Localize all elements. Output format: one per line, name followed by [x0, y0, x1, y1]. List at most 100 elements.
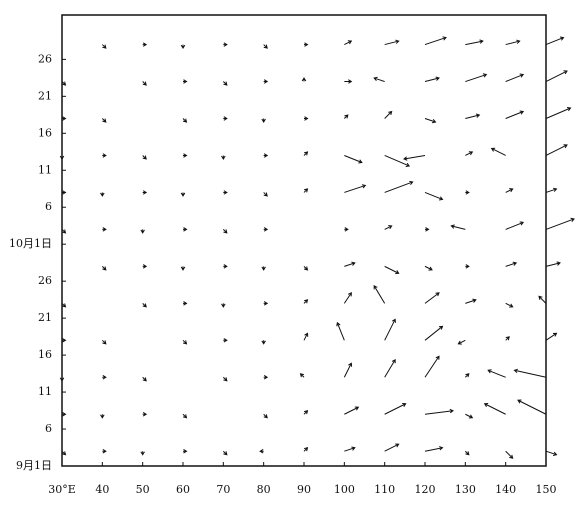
wind-vector [62, 338, 67, 343]
wind-vector [261, 118, 266, 123]
wind-vector [101, 339, 107, 345]
wind-vector [62, 412, 67, 417]
wind-vector [344, 155, 363, 164]
wind-vector [100, 192, 105, 197]
wind-vector [513, 368, 547, 378]
wind-vector [517, 399, 547, 415]
wind-vector [505, 110, 525, 119]
wind-vector [222, 229, 228, 234]
x-tick-label: 110 [374, 483, 395, 496]
wind-vector [545, 107, 572, 119]
wind-vector [344, 261, 356, 267]
wind-vector [538, 295, 547, 304]
wind-vector [263, 153, 269, 158]
wind-vector [373, 285, 386, 304]
x-tick-label: 40 [95, 483, 109, 496]
wind-vector [343, 362, 353, 378]
wind-vector [545, 36, 565, 46]
wind-vector [505, 450, 514, 459]
wind-vector [223, 264, 228, 269]
wind-vector [384, 225, 393, 230]
wind-vector [487, 369, 506, 378]
wind-vector [142, 155, 147, 160]
wind-vector [62, 116, 67, 121]
wind-vector [221, 155, 226, 160]
wind-vector [303, 151, 309, 156]
wind-vector [101, 118, 107, 123]
wind-vector [425, 227, 430, 232]
wind-vector [221, 303, 226, 308]
wind-vector [182, 118, 188, 123]
wind-vector [223, 190, 228, 195]
y-tick-label: 26 [38, 52, 52, 65]
wind-vector [59, 155, 65, 160]
wind-vector [263, 227, 269, 232]
wind-vector [180, 44, 186, 50]
wind-vector [101, 44, 107, 49]
wind-vector [384, 358, 396, 378]
wind-vector [304, 116, 309, 121]
wind-vector [304, 42, 309, 47]
wind-vector [182, 339, 188, 345]
wind-vector [142, 81, 147, 86]
wind-vector [384, 110, 393, 119]
y-tick-label: 21 [38, 89, 52, 102]
wind-vector [424, 265, 433, 271]
wind-vector [384, 180, 414, 193]
wind-vector [222, 376, 228, 382]
wind-vector [465, 39, 484, 46]
y-tick-label: 16 [38, 348, 52, 361]
wind-vector [263, 79, 269, 84]
wind-vector [505, 302, 514, 308]
wind-vector [424, 292, 440, 304]
wind-vector [263, 375, 269, 380]
wind-vector [303, 332, 309, 341]
wind-vector [344, 79, 353, 84]
wind-vector [545, 144, 568, 156]
y-tick-label: 6 [45, 200, 52, 213]
wind-vector [505, 188, 514, 193]
wind-vector [403, 154, 426, 161]
wind-vector [344, 184, 367, 193]
wind-vector [465, 413, 474, 419]
y-tick-label: 11 [38, 385, 52, 398]
wind-vector [223, 42, 228, 47]
x-tick-label: 70 [216, 483, 230, 496]
plot-frame [61, 14, 547, 467]
wind-vector [142, 190, 148, 195]
wind-vector [465, 73, 488, 83]
wind-vector [101, 266, 107, 271]
wind-vector [545, 70, 568, 82]
wind-vector [545, 261, 561, 267]
wind-vector [61, 229, 67, 234]
wind-vector [424, 118, 437, 124]
wind-vector [303, 188, 309, 193]
wind-vector [465, 298, 477, 304]
wind-vector [545, 217, 575, 230]
wind-vector [465, 190, 470, 195]
y-tick-label: 11 [38, 163, 52, 176]
wind-vector [384, 155, 411, 167]
wind-vector [465, 151, 474, 156]
wind-vector [384, 318, 396, 341]
wind-vector [299, 373, 305, 378]
wind-vector [464, 373, 470, 378]
wind-vector [424, 446, 444, 452]
wind-vector [140, 229, 145, 234]
x-tick-label: 140 [495, 483, 516, 496]
y-tick-label: 10月1日 [9, 237, 52, 250]
wind-vector [182, 413, 188, 419]
wind-vector [344, 446, 356, 452]
wind-vector [263, 192, 268, 197]
wind-vector [344, 406, 360, 415]
wind-vector [140, 451, 145, 456]
wind-vector [465, 264, 470, 269]
wind-vector [142, 264, 148, 269]
wind-vector [263, 301, 269, 306]
x-tick-label: 50 [136, 483, 150, 496]
wind-vector [223, 338, 228, 343]
wind-vector [344, 40, 353, 46]
wind-vector [424, 76, 440, 83]
wind-vector [505, 73, 525, 83]
